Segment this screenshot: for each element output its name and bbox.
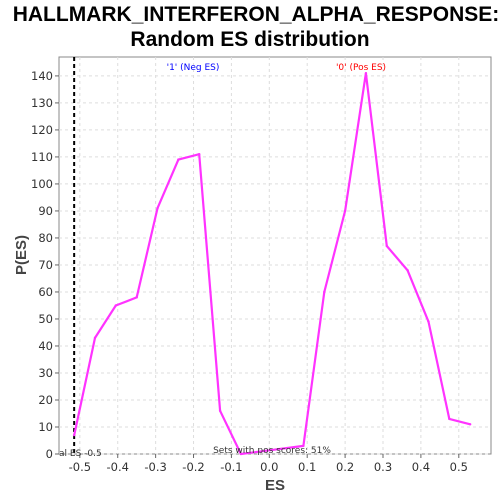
data-point [93, 336, 97, 340]
data-point [72, 433, 76, 437]
y-axis-label: P(ES) [13, 235, 30, 275]
x-tick-label: -0.2 [182, 460, 204, 474]
data-point [385, 244, 388, 248]
data-point [427, 320, 430, 323]
data-point [364, 72, 368, 75]
x-tick-label: -0.1 [220, 460, 242, 474]
data-point [114, 304, 118, 307]
y-tick-label: 40 [38, 339, 53, 353]
y-axis-ticks: 0 10 20 30 40 50 60 70 80 90 100 110 120 130 140 [31, 69, 59, 461]
y-tick-label: 70 [38, 258, 53, 272]
series-line [73, 72, 471, 456]
data-point [448, 417, 451, 421]
y-tick-label: 120 [31, 123, 53, 137]
y-tick-label: 140 [31, 69, 53, 83]
y-tick-label: 110 [31, 150, 53, 164]
x-tick-label: -0.4 [107, 460, 129, 474]
y-tick-label: 0 [46, 447, 53, 461]
data-point [239, 452, 243, 456]
data-point [177, 158, 180, 161]
data-point [302, 444, 305, 448]
x-tick-label: 0.3 [374, 460, 392, 474]
y-tick-label: 50 [38, 312, 53, 326]
y-tick-label: 90 [38, 204, 53, 218]
x-tick-label: 0.1 [298, 460, 316, 474]
y-tick-label: 30 [38, 366, 53, 380]
x-tick-label: 0.5 [450, 460, 468, 474]
y-tick-label: 60 [38, 285, 53, 299]
x-tick-label: 0.2 [336, 460, 354, 474]
x-axis-label: ES [265, 477, 285, 494]
data-point [135, 296, 138, 299]
y-tick-label: 20 [38, 393, 53, 407]
data-point [323, 290, 326, 294]
plot-area [58, 56, 492, 455]
y-tick-label: 80 [38, 231, 53, 245]
data-point [218, 409, 222, 412]
actual-es-label: al ES -0.5 [59, 449, 102, 459]
neg-es-label: '1' (Neg ES) [167, 63, 220, 73]
data-point [343, 209, 347, 213]
x-tick-label: 0.4 [412, 460, 430, 474]
y-tick-label: 100 [31, 177, 53, 191]
x-axis-ticks: -0.5 -0.4 -0.3 -0.2 -0.1 0.0 0.1 0.2 0.3 0.4 0.5 [69, 454, 468, 474]
pos-es-label: '0' (Pos ES) [336, 63, 386, 73]
sets-pos-scores-label: Sets with pos scores: 51% [213, 446, 331, 456]
y-tick-label: 10 [38, 420, 53, 434]
data-point [468, 423, 472, 426]
chart-title-line1: HALLMARK_INTERFERON_ALPHA_RESPONSE: [13, 3, 500, 26]
y-tick-label: 130 [31, 96, 53, 110]
x-tick-label: 0.0 [260, 460, 278, 474]
chart-title-line2: Random ES distribution [130, 28, 369, 51]
data-point [406, 269, 409, 272]
data-point [198, 153, 201, 156]
x-tick-label: -0.3 [144, 460, 166, 474]
grid-lines [59, 57, 491, 455]
series-layer [72, 72, 472, 456]
data-point [156, 207, 159, 210]
x-tick-label: -0.5 [69, 460, 91, 474]
